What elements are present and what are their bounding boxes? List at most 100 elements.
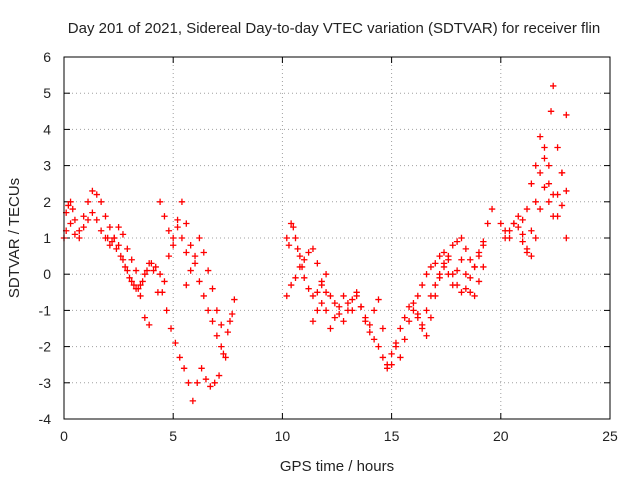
data-point: [453, 238, 461, 245]
data-point: [174, 223, 181, 231]
data-point: [541, 184, 548, 191]
data-point: [392, 343, 400, 350]
data-point: [115, 223, 122, 231]
data-point: [287, 281, 295, 289]
data-point: [285, 242, 293, 249]
data-point: [80, 223, 87, 231]
data-point: [130, 281, 138, 289]
data-point: [296, 263, 304, 271]
data-point: [453, 267, 461, 274]
plot-frame: [63, 56, 611, 420]
data-point: [558, 202, 566, 209]
series-track-n: [501, 169, 570, 260]
data-point: [71, 216, 79, 224]
data-point: [541, 155, 548, 162]
data-point: [305, 285, 312, 292]
data-point: [159, 289, 166, 296]
data-point: [471, 292, 478, 300]
data-point: [541, 144, 548, 151]
data-point: [440, 249, 448, 256]
data-point: [414, 292, 422, 300]
data-point: [67, 220, 74, 227]
data-point: [427, 292, 435, 300]
data-point: [106, 223, 114, 231]
data-point: [128, 278, 135, 285]
data-point: [314, 289, 321, 296]
data-point: [161, 278, 168, 285]
data-point: [145, 321, 153, 329]
data-point: [362, 318, 369, 325]
data-point: [287, 220, 295, 227]
data-point: [335, 303, 343, 310]
data-point: [515, 223, 522, 231]
data-point: [183, 281, 190, 289]
y-tick-label: 4: [43, 121, 51, 137]
data-point: [506, 227, 513, 234]
series-track-h: [283, 245, 391, 368]
data-point: [436, 252, 443, 260]
data-point: [135, 285, 142, 292]
data-point: [165, 227, 173, 234]
series-track-d: [156, 198, 238, 361]
data-point: [294, 245, 301, 253]
data-point: [305, 249, 312, 256]
series-track-i: [309, 289, 395, 372]
data-point: [296, 252, 304, 260]
data-point: [449, 242, 456, 249]
data-point: [545, 198, 553, 205]
data-point: [213, 307, 221, 314]
data-point: [467, 256, 474, 263]
data-point: [501, 234, 509, 242]
y-tick-label: -4: [39, 411, 52, 427]
series-track-f: [183, 234, 225, 329]
data-point: [121, 263, 129, 271]
data-point: [432, 260, 439, 267]
data-point: [156, 198, 164, 205]
data-point: [436, 271, 443, 278]
data-point: [113, 245, 120, 253]
data-point: [366, 328, 373, 336]
data-point: [440, 260, 448, 267]
data-point: [224, 328, 231, 336]
data-point: [137, 292, 144, 300]
data-point: [84, 216, 92, 224]
data-point: [480, 263, 487, 271]
data-point: [309, 292, 317, 300]
data-point: [322, 289, 330, 296]
data-point: [226, 318, 234, 325]
x-tick-label: 25: [602, 428, 618, 444]
data-point: [163, 307, 170, 314]
data-point: [418, 321, 426, 329]
data-point: [178, 198, 186, 205]
data-point: [139, 278, 146, 285]
y-tick-label: 0: [43, 266, 51, 282]
data-point: [366, 321, 373, 329]
data-point: [69, 205, 76, 213]
series-track-c: [104, 223, 190, 292]
data-point: [187, 242, 194, 249]
x-tick-label: 20: [493, 428, 509, 444]
data-point: [384, 365, 391, 372]
data-point: [97, 198, 105, 205]
data-point: [301, 274, 308, 282]
data-point: [445, 256, 452, 263]
data-point: [132, 267, 140, 274]
data-point: [340, 318, 347, 325]
data-point: [497, 220, 504, 227]
data-point: [401, 314, 408, 321]
data-point: [220, 350, 227, 358]
x-tick-label: 15: [384, 428, 400, 444]
data-point: [349, 296, 356, 303]
data-point: [331, 314, 339, 321]
data-point: [401, 336, 408, 343]
data-point: [344, 299, 352, 307]
data-point: [480, 238, 487, 245]
data-point: [445, 271, 452, 278]
data-point: [71, 231, 79, 238]
data-point: [545, 180, 553, 187]
data-point: [475, 249, 483, 256]
data-point: [148, 260, 155, 267]
data-point: [196, 234, 203, 242]
data-point: [563, 111, 570, 119]
data-point: [340, 292, 347, 300]
